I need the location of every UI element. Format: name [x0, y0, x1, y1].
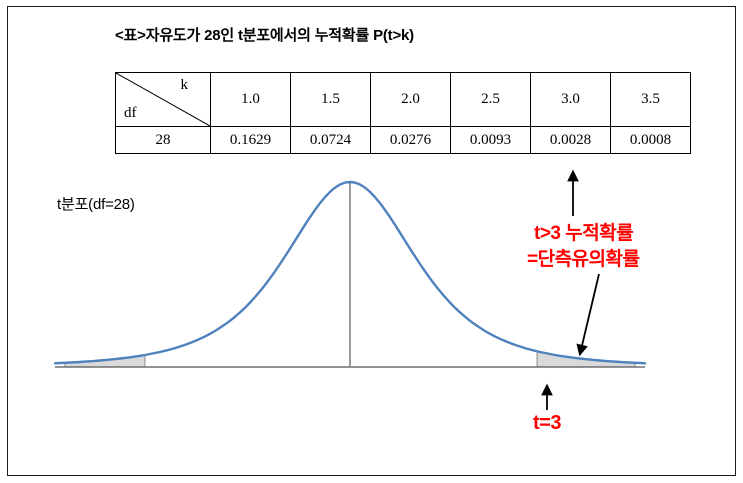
probability-cell: 0.0276	[370, 126, 451, 154]
probability-table: k df 1.0 1.5 2.0 2.5 3.0 3.5 28 0.1629 0…	[115, 72, 691, 154]
k-header-cell: 1.5	[290, 72, 371, 127]
diagonal-divider	[116, 73, 210, 126]
tail-probability-note: t>3 누적확률 =단측유의확률	[527, 221, 640, 273]
k-header-cell: 2.0	[370, 72, 451, 127]
figure-title: <표>자유도가 28인 t분포에서의 누적확률 P(t>k)	[115, 27, 414, 44]
probability-cell: 0.0028	[530, 126, 611, 154]
corner-k-label: k	[180, 77, 189, 93]
corner-cell: k df	[115, 72, 211, 127]
tail-note-line2: =단측유의확률	[527, 249, 640, 270]
tail-note-line1: t>3 누적확률	[534, 223, 634, 244]
k-header-cell: 3.5	[610, 72, 691, 127]
probability-cell: 0.0093	[450, 126, 531, 154]
table-data-row: 28 0.1629 0.0724 0.0276 0.0093 0.0028 0.…	[115, 126, 691, 154]
t-equals-3-label: t=3	[533, 412, 561, 434]
probability-cell: 0.0724	[290, 126, 371, 154]
probability-cell: 0.1629	[210, 126, 291, 154]
k-header-cell: 3.0	[530, 72, 611, 127]
k-header-cell: 2.5	[450, 72, 531, 127]
probability-cell: 0.0008	[610, 126, 691, 154]
df-value-cell: 28	[115, 126, 211, 154]
table-header-row: k df 1.0 1.5 2.0 2.5 3.0 3.5	[115, 72, 691, 127]
k-header-cell: 1.0	[210, 72, 291, 127]
corner-df-label: df	[124, 105, 137, 121]
distribution-label: t분포(df=28)	[57, 196, 135, 213]
